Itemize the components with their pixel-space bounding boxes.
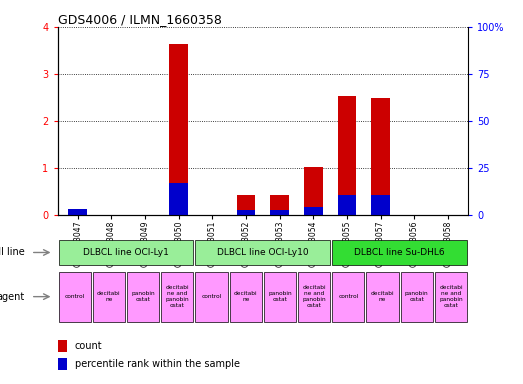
Bar — [169, 183, 188, 215]
Bar — [69, 212, 87, 215]
Bar — [69, 209, 87, 215]
Bar — [196, 272, 228, 321]
Bar — [230, 272, 262, 321]
Bar — [59, 240, 194, 265]
Bar — [237, 195, 255, 215]
Text: control: control — [64, 294, 85, 299]
Bar — [58, 340, 67, 353]
Bar — [338, 96, 356, 215]
Bar — [435, 272, 467, 321]
Bar — [270, 210, 289, 215]
Bar — [59, 272, 90, 321]
Bar — [401, 272, 433, 321]
Bar — [338, 195, 356, 215]
Text: decitabi
ne: decitabi ne — [97, 291, 121, 302]
Bar — [196, 240, 330, 265]
Bar — [332, 272, 365, 321]
Text: cell line: cell line — [0, 247, 25, 258]
Bar — [237, 210, 255, 215]
Bar — [371, 98, 390, 215]
Text: panobin
ostat: panobin ostat — [405, 291, 428, 302]
Text: panobin
ostat: panobin ostat — [131, 291, 155, 302]
Bar — [332, 240, 467, 265]
Text: decitabi
ne: decitabi ne — [234, 291, 257, 302]
Text: GDS4006 / ILMN_1660358: GDS4006 / ILMN_1660358 — [58, 13, 221, 26]
Text: DLBCL line OCI-Ly10: DLBCL line OCI-Ly10 — [217, 248, 309, 257]
Text: panobin
ostat: panobin ostat — [268, 291, 292, 302]
Bar — [270, 195, 289, 215]
Bar — [304, 167, 323, 215]
Bar — [58, 358, 67, 371]
Bar — [367, 272, 399, 321]
Bar — [371, 195, 390, 215]
Text: decitabi
ne: decitabi ne — [371, 291, 394, 302]
Text: DLBCL line OCI-Ly1: DLBCL line OCI-Ly1 — [83, 248, 169, 257]
Bar — [127, 272, 159, 321]
Text: decitabi
ne and
panobin
ostat: decitabi ne and panobin ostat — [439, 285, 463, 308]
Bar — [169, 44, 188, 215]
Bar — [298, 272, 330, 321]
Bar — [264, 272, 296, 321]
Bar — [304, 207, 323, 215]
Text: agent: agent — [0, 291, 25, 302]
Text: percentile rank within the sample: percentile rank within the sample — [75, 359, 240, 369]
Bar — [161, 272, 194, 321]
Text: control: control — [201, 294, 222, 299]
Text: decitabi
ne and
panobin
ostat: decitabi ne and panobin ostat — [165, 285, 189, 308]
Text: decitabi
ne and
panobin
ostat: decitabi ne and panobin ostat — [302, 285, 326, 308]
Text: count: count — [75, 341, 103, 351]
Text: control: control — [338, 294, 358, 299]
Bar — [93, 272, 125, 321]
Text: DLBCL line Su-DHL6: DLBCL line Su-DHL6 — [355, 248, 445, 257]
